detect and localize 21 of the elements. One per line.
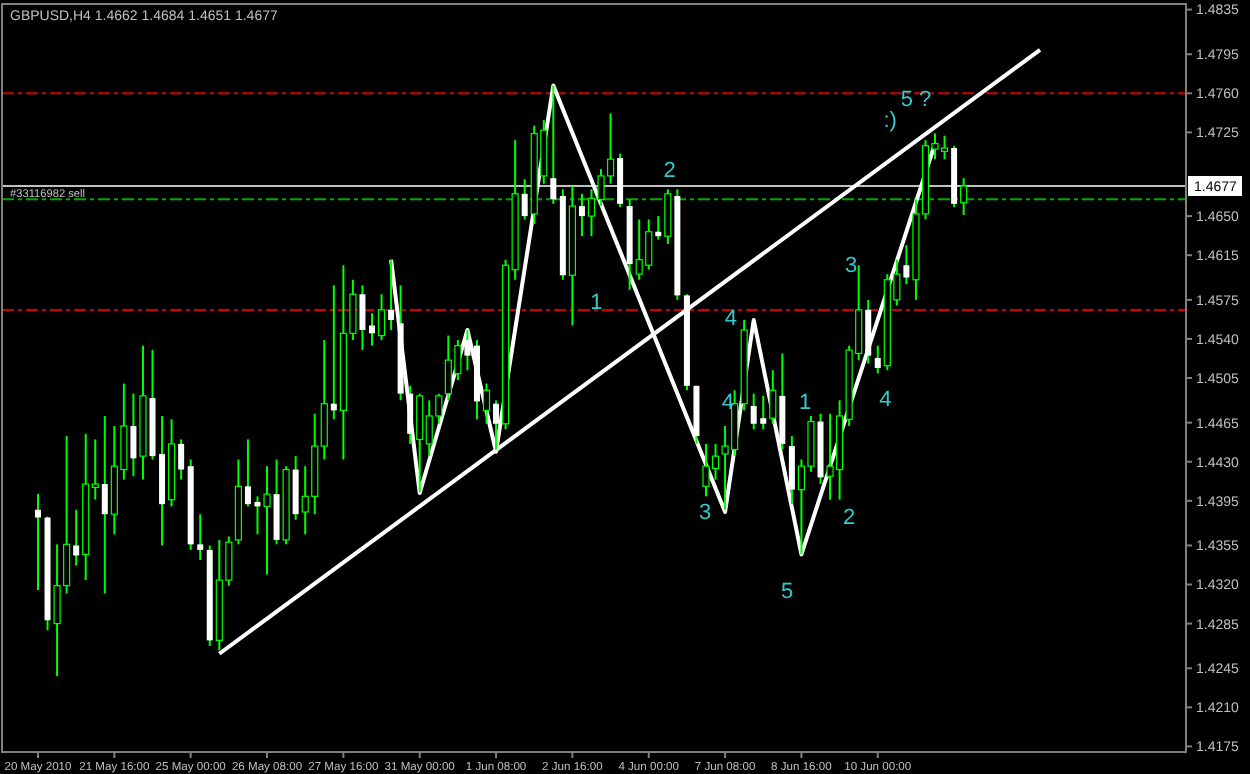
candlestick [769,369,777,425]
candlestick [263,465,271,576]
annotation: 1 [590,291,603,316]
candlestick [377,293,386,342]
annotation: 5 [780,580,794,605]
candlestick [482,382,491,425]
annotation: 5 ? [900,87,932,112]
annotation: 4 [879,388,892,413]
annotation: 3 [698,500,712,525]
candlestick [960,177,968,216]
annotation: :) [883,109,897,134]
candlestick [664,188,672,246]
annotation: 2 [843,506,856,531]
candlestick [35,493,41,592]
candlestick [197,513,204,561]
line-series [389,83,938,557]
annotation: 4 [721,391,735,416]
annotation: 2 [663,159,676,184]
annotation: 1 [799,391,812,416]
annotation: 4 [724,306,737,331]
annotation: 3 [844,254,858,279]
